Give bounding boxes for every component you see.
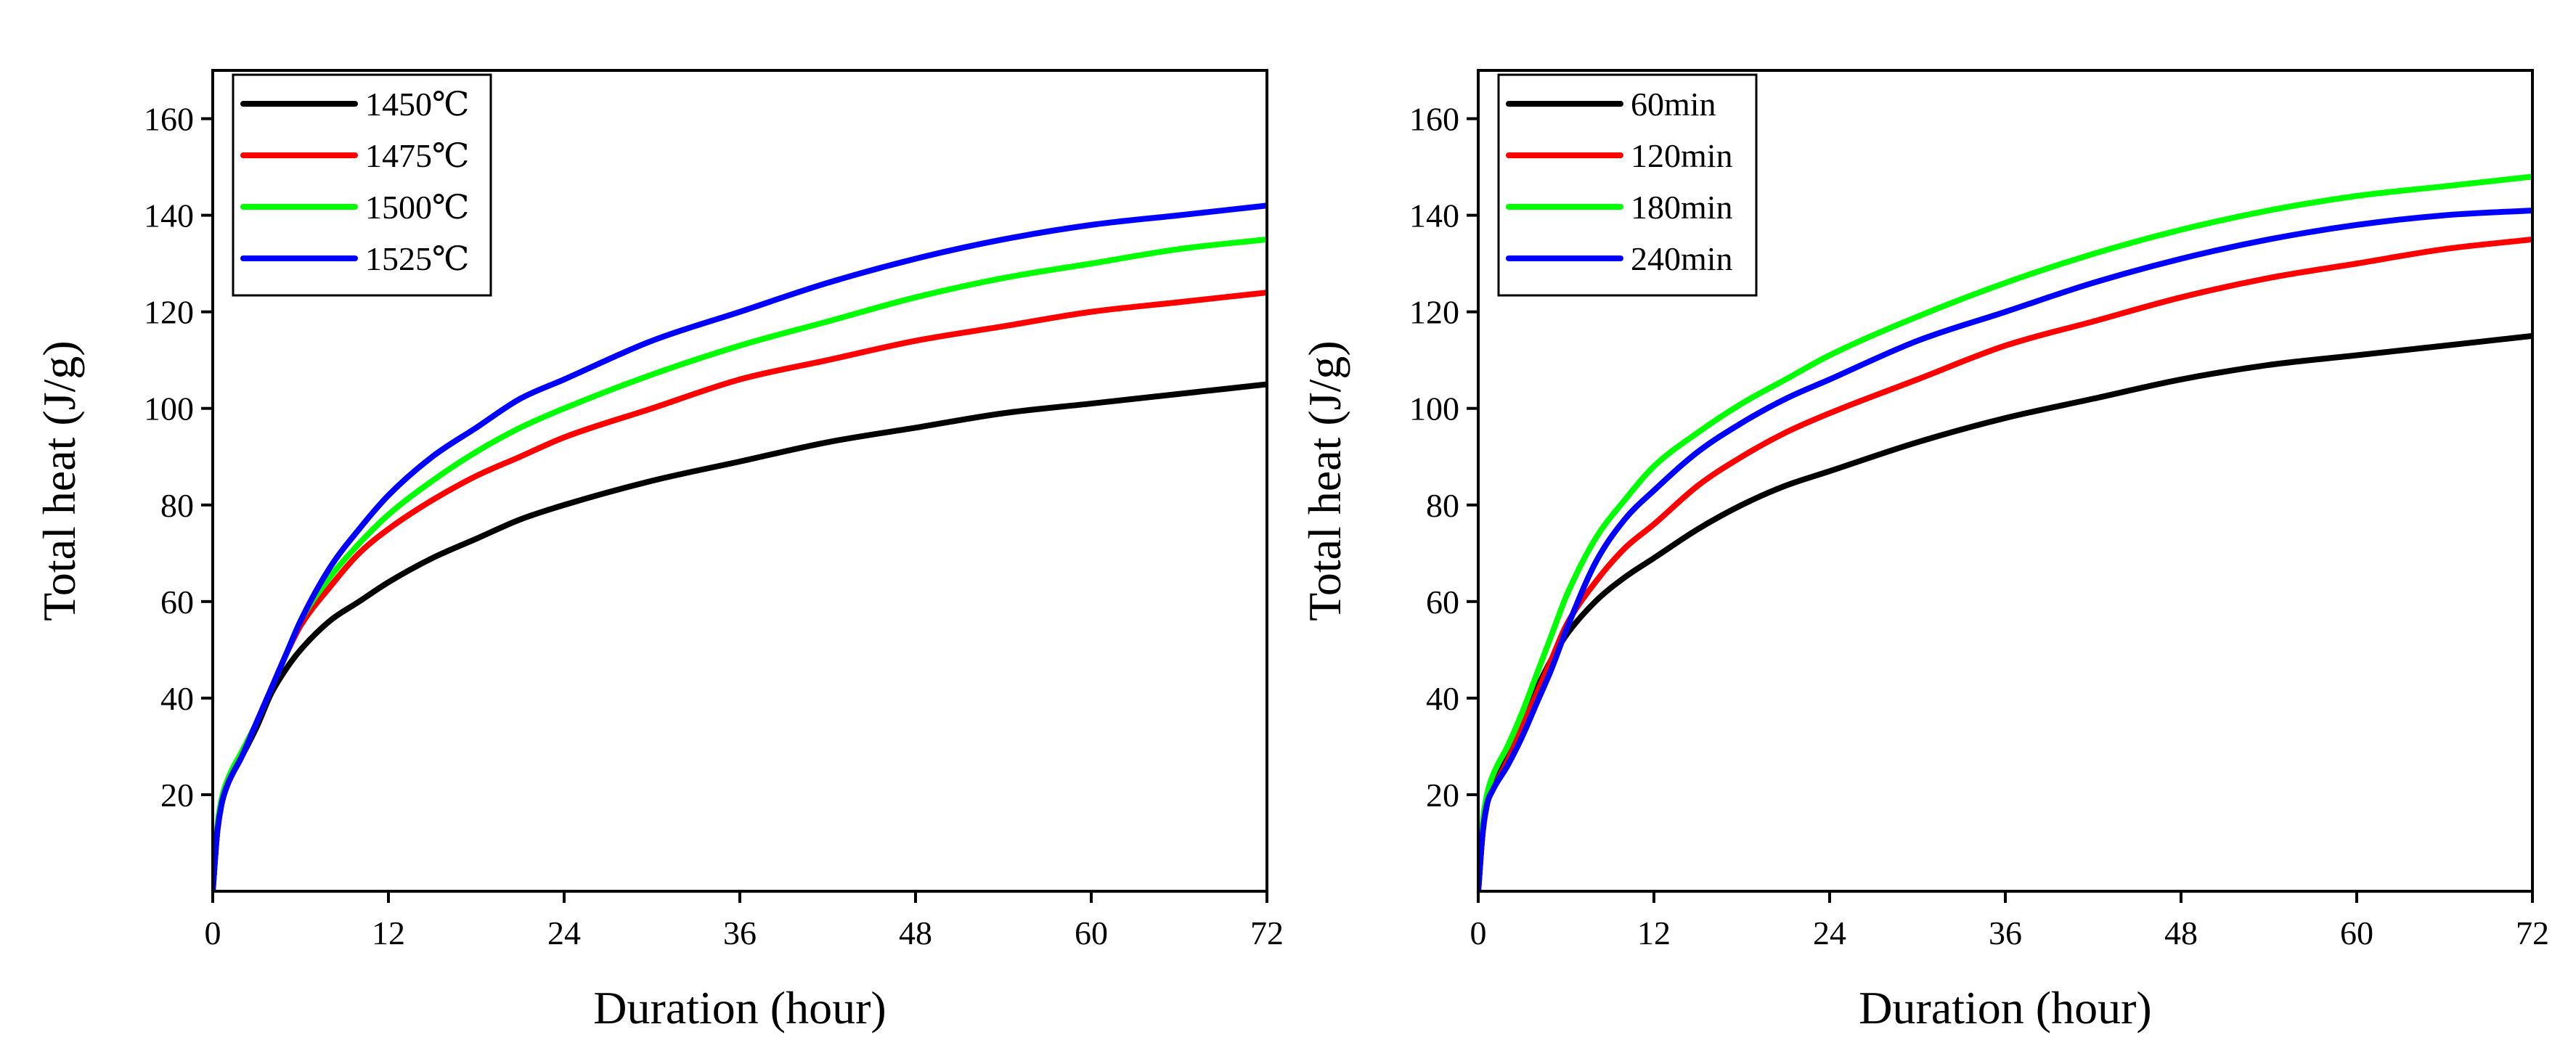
plot-area bbox=[213, 202, 1267, 891]
y-tick-label: 20 bbox=[160, 777, 194, 814]
y-tick-label: 160 bbox=[1409, 101, 1459, 138]
x-axis-label: Duration (hour) bbox=[1859, 982, 2151, 1034]
y-tick-label: 100 bbox=[144, 390, 194, 427]
x-axis-label: Duration (hour) bbox=[593, 982, 886, 1034]
y-axis-label: Total heat (J/g) bbox=[1299, 340, 1350, 621]
series-line-0 bbox=[213, 381, 1267, 891]
y-tick-label: 120 bbox=[1409, 294, 1459, 331]
y-tick-label: 60 bbox=[160, 584, 194, 621]
x-tick-label: 12 bbox=[372, 914, 405, 951]
y-tick-label: 40 bbox=[1426, 680, 1459, 717]
chart-left-temperature: 0 12 24 36 48 60 72 20 40 60 80 100 120 140 160 Duratio… bbox=[33, 69, 1284, 1034]
x-tick-label: 0 bbox=[205, 914, 221, 951]
y-axis-label: Total heat (J/g) bbox=[33, 340, 85, 621]
y-tick-label: 80 bbox=[160, 487, 194, 524]
series-line-1 bbox=[1478, 236, 2532, 891]
legend-entry: 1500℃ bbox=[365, 189, 469, 226]
x-tick-label: 36 bbox=[1989, 914, 2022, 951]
legend: 1450℃ 1475℃ 1500℃ 1525℃ bbox=[232, 73, 492, 297]
y-tick-label: 140 bbox=[144, 197, 194, 234]
legend-entry: 180min bbox=[1631, 189, 1733, 226]
y-tick-label: 160 bbox=[144, 101, 194, 138]
y-tick-label: 80 bbox=[1426, 487, 1459, 524]
y-tick-label: 20 bbox=[1426, 777, 1459, 814]
legend: 60min 120min 180min 240min bbox=[1497, 73, 1758, 297]
y-tick-label: 40 bbox=[160, 680, 194, 717]
series-line-3 bbox=[1478, 207, 2532, 891]
x-tick-label: 24 bbox=[1813, 914, 1846, 951]
legend-entry: 1475℃ bbox=[365, 137, 469, 174]
x-tick-label: 60 bbox=[2340, 914, 2373, 951]
x-tick-label: 72 bbox=[2516, 914, 2549, 951]
legend-entry: 240min bbox=[1631, 240, 1733, 277]
legend-entry: 1450℃ bbox=[365, 86, 469, 123]
series-line-2 bbox=[213, 236, 1267, 891]
x-tick-label: 60 bbox=[1075, 914, 1108, 951]
x-tick-label: 48 bbox=[899, 914, 932, 951]
x-tick-label: 36 bbox=[723, 914, 757, 951]
x-tick-label: 72 bbox=[1250, 914, 1284, 951]
series-line-0 bbox=[1478, 332, 2532, 891]
y-tick-label: 120 bbox=[144, 294, 194, 331]
legend-entry: 120min bbox=[1631, 137, 1733, 174]
plot-area bbox=[1478, 173, 2532, 891]
y-tick-label: 60 bbox=[1426, 584, 1459, 621]
series-line-2 bbox=[1478, 173, 2532, 891]
series-line-3 bbox=[213, 202, 1267, 891]
y-tick-label: 100 bbox=[1409, 390, 1459, 427]
chart-right-duration: 0 12 24 36 48 60 72 20 40 60 80 100 120 140 160 Duratio… bbox=[1299, 69, 2549, 1034]
x-tick-label: 0 bbox=[1470, 914, 1487, 951]
legend-entry: 60min bbox=[1631, 86, 1716, 123]
y-tick-label: 140 bbox=[1409, 197, 1459, 234]
legend-entry: 1525℃ bbox=[365, 240, 469, 277]
x-tick-label: 24 bbox=[547, 914, 581, 951]
x-tick-label: 48 bbox=[2164, 914, 2198, 951]
x-tick-label: 12 bbox=[1637, 914, 1671, 951]
